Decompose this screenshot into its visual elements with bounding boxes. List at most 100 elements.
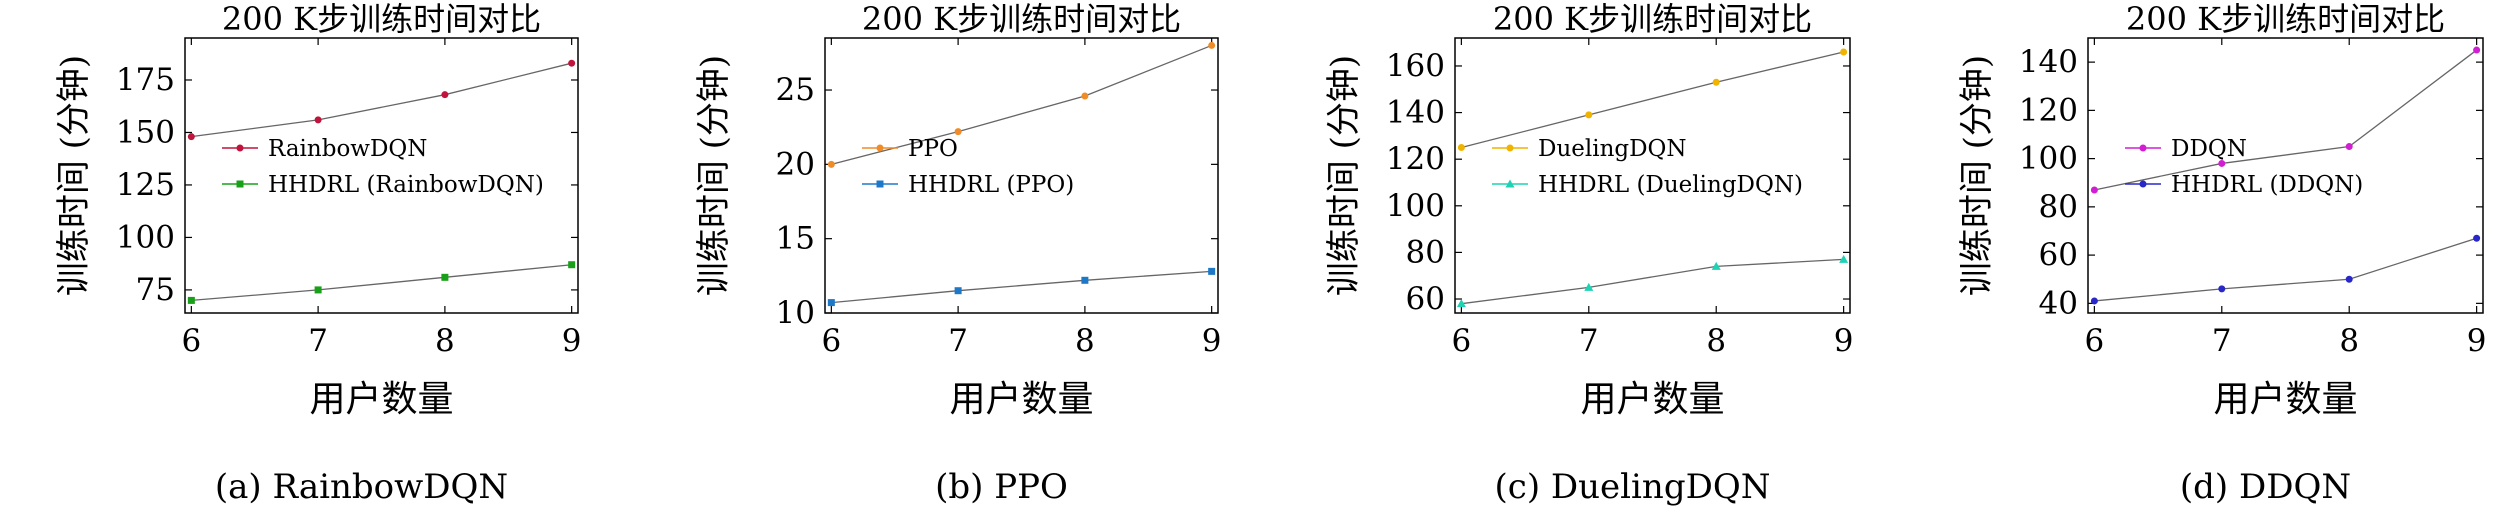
- series-line: [2094, 237, 2477, 302]
- data-point: [314, 286, 322, 294]
- series-line: [1461, 258, 1844, 305]
- legend-label: HHDRL (PPO): [908, 172, 1074, 198]
- chart-title: 200 K步训练时间对比: [862, 0, 1181, 38]
- data-point: [2473, 234, 2481, 242]
- legend: DuelingDQN HHDRL (DuelingDQN): [1492, 136, 1803, 198]
- y-axis-label: 训练时间 (分钟): [54, 55, 94, 296]
- panel-caption: (c) DuelingDQN: [1495, 467, 1771, 507]
- series-line: [831, 270, 1212, 304]
- plot-frame: [1454, 37, 1851, 314]
- data-point: [1712, 78, 1720, 86]
- data-point: [827, 160, 835, 168]
- legend-marker: [2139, 144, 2147, 152]
- y-tick-label: 80: [2039, 189, 2078, 225]
- series-1: [827, 267, 1216, 307]
- series-0: [2090, 46, 2481, 194]
- legend-marker: [1506, 144, 1514, 152]
- panel-caption: (a) RainbowDQN: [215, 467, 508, 507]
- x-tick-label: 7: [1579, 323, 1599, 359]
- chart-title: 200 K步训练时间对比: [1493, 0, 1812, 38]
- data-point: [1457, 144, 1465, 152]
- legend-label: PPO: [908, 136, 958, 162]
- x-tick-label: 7: [2212, 323, 2232, 359]
- data-point: [2473, 46, 2481, 54]
- legend-marker: [236, 144, 244, 152]
- data-point: [441, 273, 449, 281]
- data-point: [1081, 92, 1089, 100]
- chart-title: 200 K步训练时间对比: [2126, 0, 2445, 38]
- y-tick-label: 120: [2019, 92, 2078, 128]
- y-tick-label: 100: [1386, 188, 1445, 224]
- data-point: [2218, 285, 2226, 293]
- series-line: [191, 264, 572, 302]
- y-axis-label: 训练时间 (分钟): [1324, 55, 1364, 296]
- y-tick-label: 120: [1386, 141, 1445, 177]
- data-point: [1456, 299, 1466, 308]
- x-tick-label: 7: [948, 323, 968, 359]
- legend-label: HHDRL (DuelingDQN): [1538, 172, 1803, 198]
- y-tick-label: 25: [776, 72, 815, 108]
- series-1: [2090, 234, 2481, 305]
- data-point: [2345, 275, 2353, 283]
- series-line: [191, 62, 572, 138]
- legend: RainbowDQN HHDRL (RainbowDQN): [222, 136, 544, 198]
- legend-marker: [2139, 180, 2147, 188]
- data-point: [1081, 276, 1089, 284]
- series-line: [831, 44, 1212, 165]
- data-point: [1208, 267, 1216, 275]
- series-0: [187, 59, 576, 141]
- data-point: [1711, 261, 1721, 270]
- data-point: [1584, 282, 1594, 291]
- chart-title: 200 K步训练时间对比: [222, 0, 541, 38]
- panel-caption: (b) PPO: [935, 467, 1068, 507]
- x-tick-label: 9: [1834, 323, 1854, 359]
- chart-panel-1: 200 K步训练时间对比 6 7 8 9 10 15 20 25 用户数量 训练时间 (分钟) (b)…: [694, 0, 1222, 507]
- data-point: [1585, 111, 1593, 119]
- plot-frame: [824, 37, 1219, 314]
- data-point: [314, 116, 322, 124]
- y-tick-label: 100: [2019, 141, 2078, 177]
- data-point: [568, 261, 576, 269]
- x-tick-label: 8: [2339, 323, 2359, 359]
- y-tick-label: 10: [776, 295, 815, 331]
- legend-marker: [876, 144, 884, 152]
- x-tick-label: 7: [308, 323, 328, 359]
- y-tick-label: 60: [1406, 281, 1445, 317]
- data-point: [441, 91, 449, 99]
- x-tick-label: 6: [821, 323, 841, 359]
- x-tick-label: 9: [562, 323, 582, 359]
- chart-panel-0: 200 K步训练时间对比 6 7 8 9 75 100 125 150 175 用户数量 训练时间 (…: [54, 0, 582, 507]
- legend-label: HHDRL (DDQN): [2171, 172, 2363, 198]
- x-axis-label: 用户数量: [2213, 379, 2357, 420]
- x-tick-label: 8: [1706, 323, 1726, 359]
- x-tick-label: 6: [1452, 323, 1472, 359]
- y-tick-label: 80: [1406, 234, 1445, 270]
- y-tick-label: 175: [116, 62, 175, 98]
- legend-marker: [1505, 179, 1515, 188]
- data-point: [1840, 48, 1848, 56]
- x-axis-label: 用户数量: [309, 379, 453, 420]
- legend-marker: [236, 180, 244, 188]
- series-1: [187, 261, 576, 304]
- data-point: [954, 287, 962, 295]
- x-axis-label: 用户数量: [1580, 379, 1724, 420]
- legend-label: DuelingDQN: [1538, 136, 1687, 162]
- y-tick-label: 75: [136, 272, 175, 308]
- legend-label: HHDRL (RainbowDQN): [268, 172, 544, 198]
- x-tick-label: 8: [435, 323, 455, 359]
- chart-panel-2: 200 K步训练时间对比 6 7 8 9 60 80 100 120 140 160 用户数量 训练时间…: [1324, 0, 1853, 507]
- y-tick-label: 20: [776, 146, 815, 182]
- data-point: [187, 296, 195, 304]
- data-point: [1208, 41, 1216, 49]
- data-point: [954, 128, 962, 136]
- legend-label: DDQN: [2171, 136, 2247, 162]
- y-tick-label: 160: [1386, 48, 1445, 84]
- x-tick-label: 6: [181, 323, 201, 359]
- legend-label: RainbowDQN: [268, 136, 427, 162]
- plot-frame: [184, 37, 579, 314]
- series-0: [827, 41, 1216, 168]
- series-0: [1457, 48, 1848, 152]
- panel-caption: (d) DDQN: [2180, 467, 2351, 507]
- data-point: [2345, 143, 2353, 151]
